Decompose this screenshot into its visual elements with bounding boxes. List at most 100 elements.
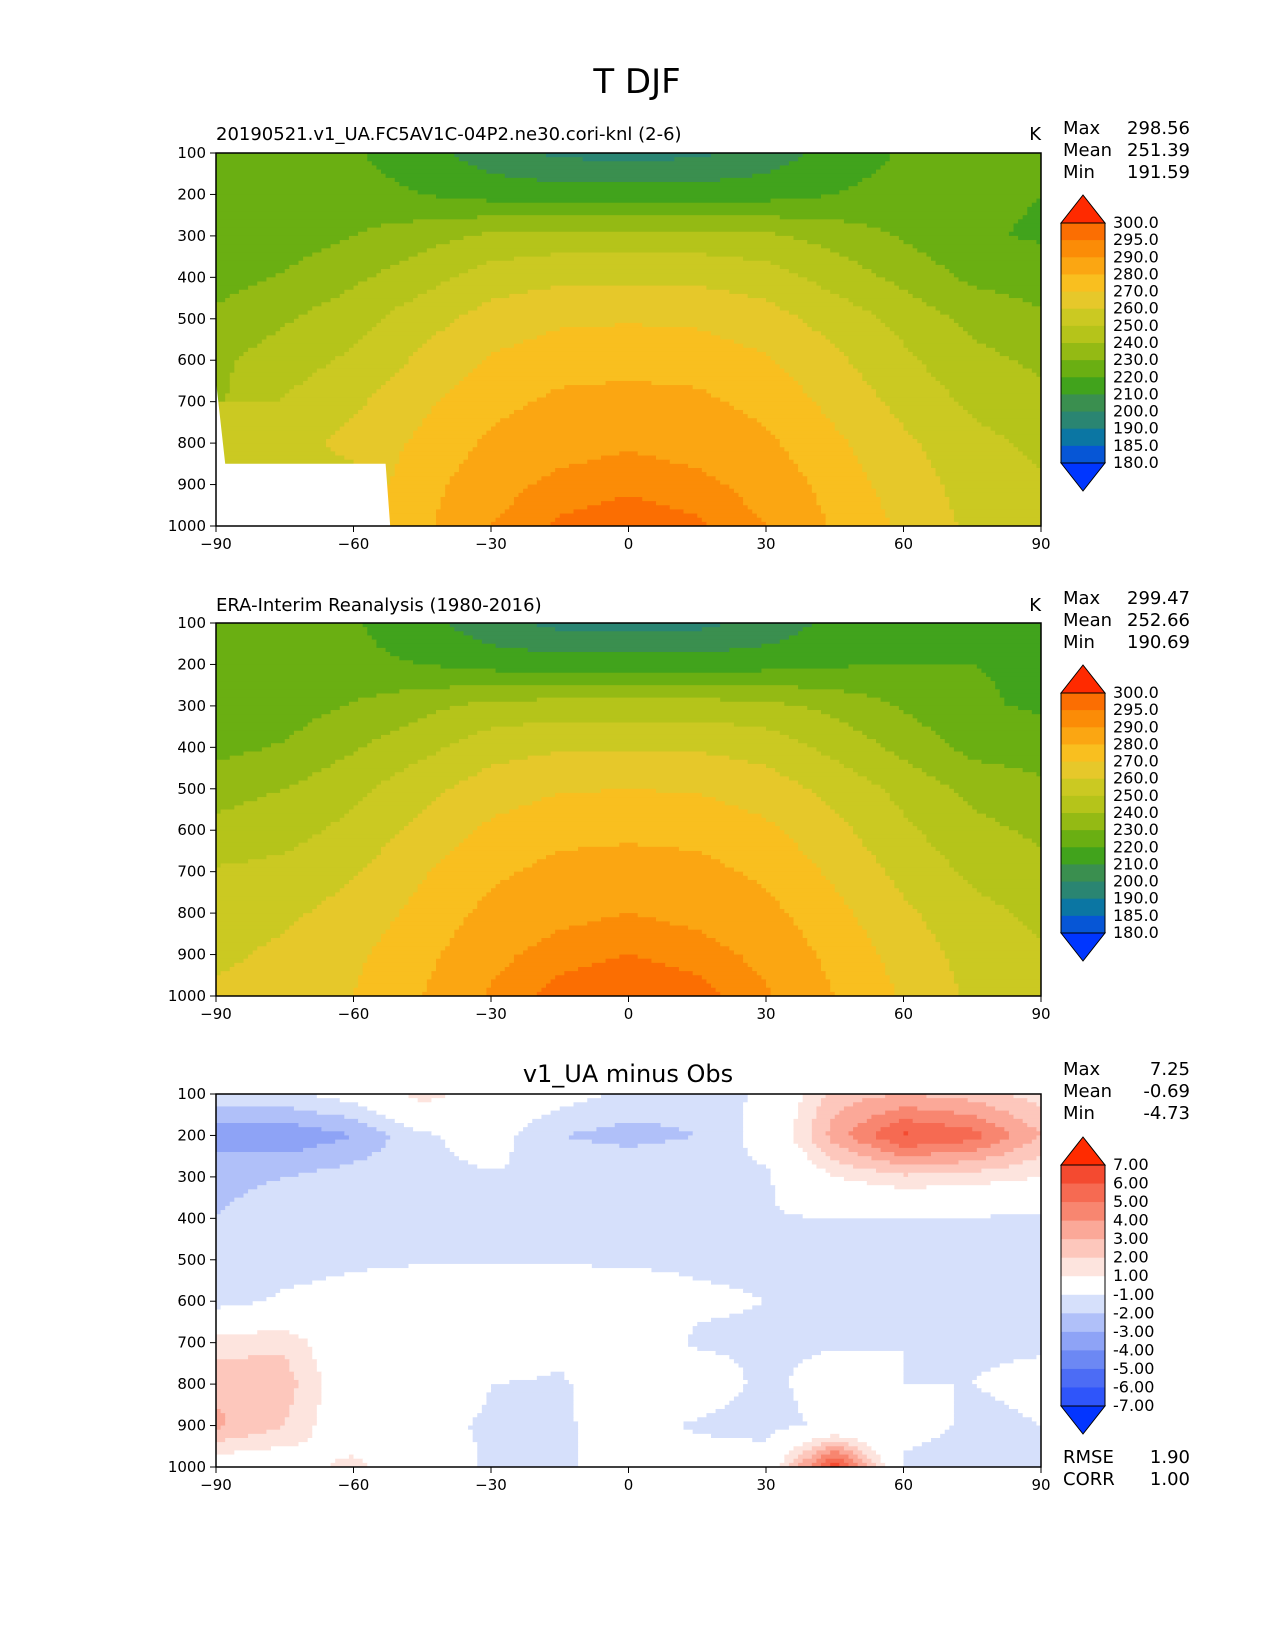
contour-cell [578,1454,785,1460]
contour-cell [1018,235,1041,241]
contour-cell [454,472,552,477]
colorbar-extend-max [1059,664,1107,694]
contour-cell [546,855,712,860]
contour-cell [271,743,368,748]
contour-cell [216,385,231,390]
contour-cell [216,430,336,436]
contour-cell [967,281,1041,287]
contour-cell [555,850,703,856]
contour-cell [216,1094,318,1099]
colorbar-band [1061,1331,1105,1351]
contour-cell [339,705,451,711]
contour-cell [216,784,290,790]
contour-cell [894,884,973,889]
contour-cell [912,1118,987,1124]
contour-cell [472,1417,575,1423]
contour-cell [536,859,721,864]
contour-cell [495,517,556,523]
colorbar-band [1061,1368,1105,1388]
contour-cell [293,1284,730,1290]
contour-cell [876,389,950,394]
contour-cell [541,476,717,482]
contour-cell [935,846,1041,852]
contour-cell [504,173,753,179]
contour-cell [743,871,822,877]
contour-cell [747,1152,808,1157]
contour-cell [857,455,928,461]
contour-cell [348,1454,355,1460]
contour-cell [921,722,1041,728]
colorbar-band [1061,1220,1105,1240]
contour-cell [468,310,790,316]
contour-cell [1008,826,1041,831]
contour-cell [944,1429,1041,1435]
contour-cell [216,1176,281,1182]
contour-cell [564,1371,744,1377]
contour-cell [811,1462,822,1467]
contour-cell [289,1408,318,1414]
contour-cell [216,676,992,682]
contour-cell [788,269,873,274]
contour-cell [216,830,323,835]
contour-cell [216,177,396,183]
contour-cell [234,368,318,374]
contour-cell [958,322,1041,328]
contour-cell [518,805,740,811]
contour-cell [555,517,703,523]
contour-cell [931,842,1038,848]
contour-cell [546,331,712,336]
contour-cell [761,975,827,981]
contour-cell [280,1288,744,1294]
contour-cell [578,1437,753,1443]
contour-cell [408,438,478,444]
contour-cell [216,1106,295,1112]
contour-cell [912,293,1010,299]
contour-cell [830,979,891,985]
contour-cell [701,627,804,632]
contour-cell [976,1375,1041,1381]
contour-cell [298,1123,368,1128]
contour-cell [289,389,378,394]
contour-cell [486,260,772,266]
contour-cell [949,314,1041,320]
contour-cell [775,1189,1041,1195]
contour-cell [798,780,873,786]
contour-cell [876,1135,983,1141]
contour-cell [381,846,455,852]
contour-cell [321,1392,488,1398]
contour-cell [408,186,850,191]
contour-cell [766,888,836,893]
contour-cell [367,631,465,637]
colorbar-band [1061,1294,1105,1314]
contour-cell [917,1106,996,1112]
contour-cell [555,975,703,981]
contour-cell [307,310,391,316]
contour-cell [458,780,799,786]
contour-cell [926,252,1041,258]
contour-cell [830,879,895,885]
x-tick-label: 30 [756,1476,775,1494]
contour-cell [216,360,235,365]
contour-cell [821,505,882,511]
contour-cell [747,1098,804,1103]
contour-cell [995,1123,1028,1128]
contour-cell [743,343,836,349]
contour-cell [825,414,895,419]
contour-cell [216,983,359,989]
contour-cell [321,1396,488,1402]
contour-cell [958,401,1041,407]
contour-cell [509,759,749,765]
contour-cell [216,958,245,964]
contour-cell [940,380,1041,386]
contour-cell [367,1462,478,1467]
contour-cell [216,838,309,844]
contour-cell [550,285,708,291]
contour-cell [458,842,620,848]
contour-cell [752,1156,808,1161]
contour-cell [399,451,469,457]
colorbar-label: 3.00 [1113,1229,1149,1248]
colorbar-label: 300.0 [1113,213,1159,232]
contour-cell [303,1147,382,1153]
contour-cell [784,1458,795,1464]
contour-cell [458,1156,510,1161]
